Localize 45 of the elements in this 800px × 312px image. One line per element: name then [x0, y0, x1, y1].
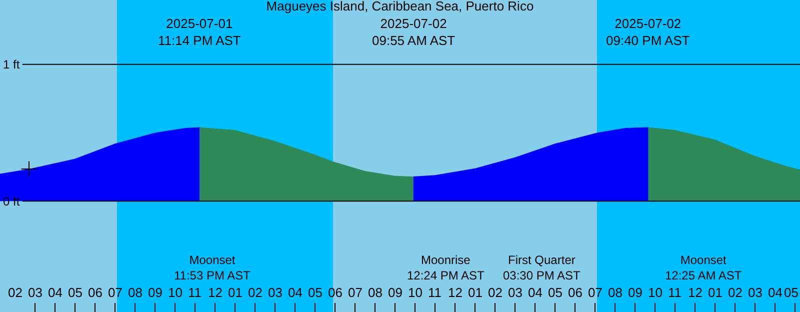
x-tick-label: 12 [208, 285, 222, 300]
annotation: Moonrise 12:24 PM AST [407, 253, 486, 283]
x-tick-label: 02 [8, 285, 22, 300]
x-tick-label: 09 [388, 285, 402, 300]
x-tick-label: 10 [408, 285, 422, 300]
annotation: 2025-07-02 09:55 AM AST [372, 16, 456, 48]
annotation: Moonset 12:25 AM AST [665, 253, 742, 283]
annotation: First Quarter 03:30 PM AST [503, 253, 582, 283]
x-tick-label: 01 [468, 285, 482, 300]
x-tick-label: 01 [708, 285, 722, 300]
x-tick-label: 11 [668, 285, 682, 300]
annotation: Moonset 11:53 PM AST [174, 253, 252, 283]
x-tick-label: 05 [308, 285, 322, 300]
x-tick-label: 10 [648, 285, 662, 300]
x-tick-label: 11 [428, 285, 442, 300]
x-tick-label: 06 [88, 285, 102, 300]
x-tick-label: 12 [688, 285, 702, 300]
annotation: 2025-07-02 09:40 PM AST [606, 16, 690, 48]
x-tick-label: 02 [488, 285, 502, 300]
x-tick-label: 03 [268, 285, 282, 300]
y-tick-label: 1 ft [3, 58, 20, 72]
x-tick-label: 04 [48, 285, 62, 300]
x-tick-label: 05 [68, 285, 82, 300]
x-tick-label: 02 [728, 285, 742, 300]
annotation: 2025-07-01 11:14 PM AST [158, 16, 241, 48]
x-tick-label: 08 [608, 285, 622, 300]
x-tick-label: 03 [508, 285, 522, 300]
x-tick-label: 03 [748, 285, 762, 300]
x-tick-label: 12 [448, 285, 462, 300]
x-tick-label: 09 [148, 285, 162, 300]
x-tick-label: 05 [548, 285, 562, 300]
x-tick-label: 04 [768, 285, 782, 300]
x-tick-label: 01 [228, 285, 242, 300]
x-tick-label: 04 [288, 285, 302, 300]
x-tick-label: 03 [28, 285, 42, 300]
x-tick-label: 10 [168, 285, 182, 300]
x-tick-label: 02 [248, 285, 262, 300]
x-tick-label: 09 [628, 285, 642, 300]
x-tick-label: 05 [784, 285, 798, 300]
x-tick-label: 07 [348, 285, 362, 300]
x-tick-label: 08 [368, 285, 382, 300]
x-tick-label: 06 [568, 285, 582, 300]
x-tick-label: 04 [528, 285, 542, 300]
x-tick-label: 08 [128, 285, 142, 300]
x-tick-label: 11 [188, 285, 202, 300]
